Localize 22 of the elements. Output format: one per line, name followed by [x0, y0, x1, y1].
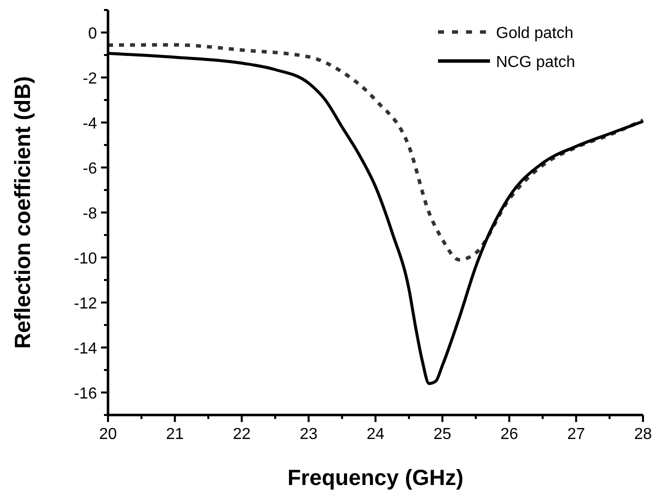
x-tick-label: 28 [634, 426, 652, 443]
y-tick-label: -12 [74, 296, 98, 312]
y-tick-label: 0 [88, 26, 98, 42]
x-tick-label: 26 [500, 426, 518, 443]
x-tick-label: 25 [433, 426, 452, 443]
x-tick-label: 27 [567, 426, 586, 443]
y-axis-title: Reflection coefficient (dB) [10, 76, 35, 349]
y-tick-label: -16 [74, 386, 98, 402]
x-tick-label: 24 [366, 426, 384, 443]
y-tick-label: -10 [74, 250, 98, 268]
x-tick-label: 23 [300, 426, 318, 443]
legend-label: Gold patch [496, 25, 574, 42]
y-tick-label: -8 [82, 206, 98, 222]
y-tick-label: -14 [74, 340, 98, 358]
y-tick-label: -2 [82, 70, 98, 88]
x-tick-label: 21 [166, 426, 184, 443]
y-tick-label: -4 [82, 116, 98, 132]
x-axis-title: Frequency (GHz) [287, 465, 464, 490]
y-tick-label: -6 [82, 160, 98, 178]
legend-label: NCG patch [496, 54, 576, 71]
x-tick-label: 20 [99, 426, 117, 443]
x-tick-label: 22 [232, 426, 251, 443]
